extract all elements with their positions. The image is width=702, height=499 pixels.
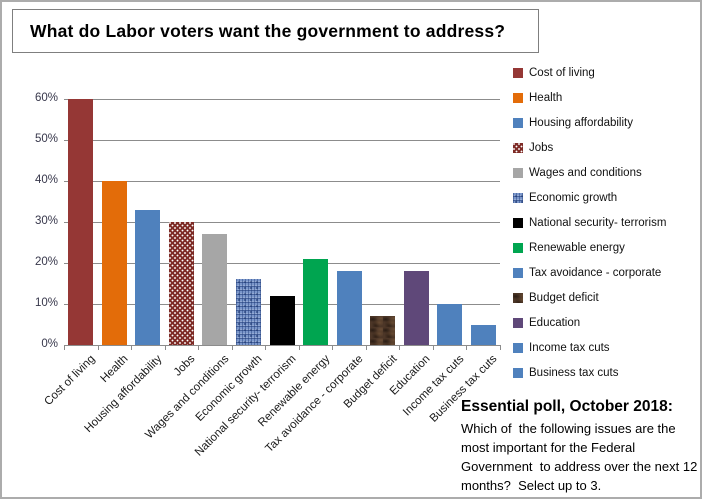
x-axis-tick — [466, 346, 468, 350]
legend-label: Health — [529, 91, 563, 104]
y-axis-label: 10% — [34, 297, 58, 309]
legend-label: Tax avoidance - corporate — [529, 266, 662, 279]
bar-jobs — [168, 222, 194, 345]
bar-renewable-energy — [303, 258, 329, 345]
bar-national-security-terrorism — [269, 295, 295, 345]
bar-health — [101, 181, 127, 345]
gridline-30 — [64, 222, 500, 223]
gridline-50 — [64, 140, 500, 141]
x-axis-tick — [399, 346, 401, 350]
legend-swatch-health — [513, 92, 523, 103]
chart-title-box: What do Labor voters want the government… — [12, 9, 539, 53]
legend-item-tax-avoidance-corporate: Tax avoidance - corporate — [513, 260, 666, 285]
x-axis-tick — [198, 346, 200, 350]
y-axis-label: 20% — [34, 256, 58, 268]
legend-swatch-wages-and-conditions — [513, 167, 523, 178]
legend-label: Business tax cuts — [529, 366, 619, 379]
y-axis-label: 50% — [34, 133, 58, 145]
x-axis-tick — [131, 346, 133, 350]
legend-item-jobs: Jobs — [513, 135, 666, 160]
y-axis-label: 40% — [34, 174, 58, 186]
legend-item-renewable-energy: Renewable energy — [513, 235, 666, 260]
chart-legend: Cost of living Health Housing affordabilit… — [513, 60, 666, 385]
bar-housing-affordability — [135, 209, 161, 345]
chart-title: What do Labor voters want the government… — [30, 20, 506, 41]
legend-item-budget-deficit: Budget deficit — [513, 285, 666, 310]
x-axis-tick — [97, 346, 99, 350]
x-axis-tick — [500, 346, 501, 350]
legend-label: Cost of living — [529, 66, 595, 79]
legend-swatch-economic-growth — [513, 192, 523, 203]
legend-label: Wages and conditions — [529, 166, 642, 179]
legend-swatch-renewable-energy — [513, 242, 523, 253]
legend-swatch-jobs — [513, 142, 523, 153]
bar-tax-avoidance-corporate — [336, 271, 362, 345]
legend-label: Jobs — [529, 141, 554, 154]
y-axis-label: 30% — [34, 215, 58, 227]
legend-item-cost-of-living: Cost of living — [513, 60, 666, 85]
x-axis-tick — [432, 346, 434, 350]
x-axis-tick — [332, 346, 334, 350]
gridline-20 — [64, 263, 500, 264]
x-axis-tick — [64, 346, 65, 350]
x-axis-tick — [231, 346, 233, 350]
legend-swatch-national-security-terrorism — [513, 217, 523, 228]
legend-label: Housing affordability — [529, 116, 633, 129]
y-axis-label: 0% — [41, 338, 58, 350]
legend-item-health: Health — [513, 85, 666, 110]
y-axis-label: 60% — [34, 92, 58, 104]
bar-education — [403, 271, 429, 345]
gridline-60 — [64, 99, 500, 100]
bar-budget-deficit — [370, 316, 396, 345]
bar-cost-of-living — [68, 99, 94, 345]
x-axis-line — [64, 345, 501, 346]
x-axis-tick — [365, 346, 367, 350]
legend-swatch-tax-avoidance-corporate — [513, 267, 523, 278]
legend-item-income-tax-cuts: Income tax cuts — [513, 335, 666, 360]
legend-label: Budget deficit — [529, 291, 599, 304]
legend-label: Income tax cuts — [529, 341, 610, 354]
legend-item-housing-affordability: Housing affordability — [513, 110, 666, 135]
legend-swatch-budget-deficit — [513, 292, 523, 303]
legend-label: Economic growth — [529, 191, 618, 204]
legend-item-wages-and-conditions: Wages and conditions — [513, 160, 666, 185]
x-axis-tick — [164, 346, 166, 350]
legend-label: National security- terrorism — [529, 216, 667, 229]
legend-label: Education — [529, 316, 581, 329]
legend-item-business-tax-cuts: Business tax cuts — [513, 360, 666, 385]
legend-item-economic-growth: Economic growth — [513, 185, 666, 210]
bar-business-tax-cuts — [470, 324, 496, 345]
legend-label: Renewable energy — [529, 241, 625, 254]
legend-item-national-security-terrorism: National security- terrorism — [513, 210, 666, 235]
legend-swatch-housing-affordability — [513, 117, 523, 128]
source-note: Essential poll, October 2018: Which of t… — [461, 398, 701, 495]
legend-swatch-cost-of-living — [513, 67, 523, 78]
bar-income-tax-cuts — [437, 304, 463, 345]
legend-swatch-education — [513, 317, 523, 328]
legend-item-education: Education — [513, 310, 666, 335]
gridline-40 — [64, 181, 500, 182]
source-note-heading: Essential poll, October 2018: — [461, 398, 673, 415]
legend-swatch-income-tax-cuts — [513, 342, 523, 353]
source-note-body: Which of the following issues are the mo… — [461, 421, 701, 493]
x-axis-tick — [265, 346, 267, 350]
bar-wages-and-conditions — [202, 234, 228, 345]
x-axis-tick — [298, 346, 300, 350]
bar-economic-growth — [235, 279, 261, 345]
legend-swatch-business-tax-cuts — [513, 367, 523, 378]
